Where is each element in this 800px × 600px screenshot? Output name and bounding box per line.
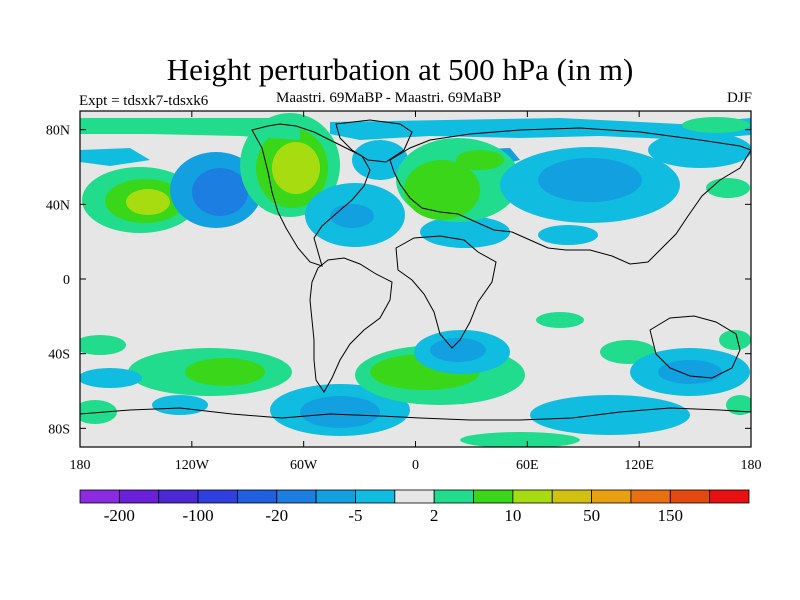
sh-indian-ocean-features	[536, 312, 751, 415]
nh-europe-ridge	[396, 138, 520, 222]
colorbar-swatch	[433, 489, 474, 504]
lon-tick-label: 0	[412, 458, 419, 473]
colorbar-swatch	[394, 489, 435, 504]
lat-tick-label: 40N	[46, 198, 70, 213]
colorbar-swatch	[551, 489, 592, 504]
south-america-coast	[309, 257, 393, 393]
colorbar-swatch	[197, 489, 238, 504]
colorbar: -200 -100 -20 -5 2 10 50 150	[79, 489, 750, 525]
longitude-axis: 180 120W 60W 0 60E 120E 180	[70, 111, 762, 473]
australia-coast	[649, 315, 741, 379]
colorbar-swatch	[237, 489, 278, 504]
lon-tick-label: 120W	[175, 458, 210, 473]
colorbar-swatch	[276, 489, 317, 504]
colorbar-swatch	[591, 489, 632, 504]
eurasia-coast	[389, 127, 751, 265]
colorbar-label: -100	[182, 506, 213, 525]
colorbar-swatch	[473, 489, 514, 504]
colorbar-swatch	[158, 489, 199, 504]
sh-southafrica-trough	[414, 330, 510, 374]
colorbar-label: 10	[504, 506, 521, 525]
colorbar-swatch	[630, 489, 671, 504]
period-label: Maastri. 69MaBP - Maastri. 69MaBP	[276, 90, 502, 106]
sh-antarctic-trough	[270, 384, 690, 447]
colorbar-label: 50	[583, 506, 600, 525]
season-label: DJF	[726, 90, 752, 106]
lon-tick-label: 180	[70, 458, 91, 473]
greenland-coast	[335, 119, 413, 163]
lat-tick-label: 80N	[46, 124, 70, 139]
colorbar-label: -20	[265, 506, 288, 525]
lat-tick-label: 0	[63, 273, 70, 288]
sh-pacific-features	[80, 335, 292, 424]
lon-tick-label: 60E	[516, 458, 539, 473]
coastlines	[80, 119, 751, 421]
colorbar-swatch	[669, 489, 711, 504]
nh-north-america-ridge	[240, 113, 340, 217]
nh-pacific-ridge	[82, 167, 198, 233]
lon-tick-label: 120E	[624, 458, 654, 473]
colorbar-swatch	[315, 489, 356, 504]
lat-tick-label: 80S	[48, 422, 70, 437]
africa-coast	[395, 235, 497, 349]
colorbar-swatch	[709, 489, 750, 504]
lat-tick-label: 40S	[48, 348, 70, 363]
latitude-axis: 80N 40N 0 40S 80S	[46, 124, 751, 437]
nh-pacific-trough	[170, 152, 262, 228]
colorbar-swatch	[118, 489, 160, 504]
plot-title: Height perturbation at 500 hPa (in m)	[166, 52, 634, 87]
colorbar-swatch	[355, 489, 396, 504]
contour-fields	[80, 113, 751, 447]
nh-asia-trough	[500, 117, 751, 245]
lon-tick-label: 60W	[290, 458, 318, 473]
experiment-label: Expt = tdsxk7-tdsxk6	[79, 93, 209, 109]
colorbar-swatch	[512, 489, 553, 504]
antarctica-coast	[80, 407, 751, 421]
colorbar-swatch	[79, 489, 120, 504]
colorbar-label: -5	[348, 506, 362, 525]
lon-tick-label: 180	[741, 458, 762, 473]
north-america-coast	[251, 123, 371, 267]
colorbar-label: 150	[658, 506, 684, 525]
colorbar-label: -200	[104, 506, 135, 525]
colorbar-label: 2	[430, 506, 439, 525]
